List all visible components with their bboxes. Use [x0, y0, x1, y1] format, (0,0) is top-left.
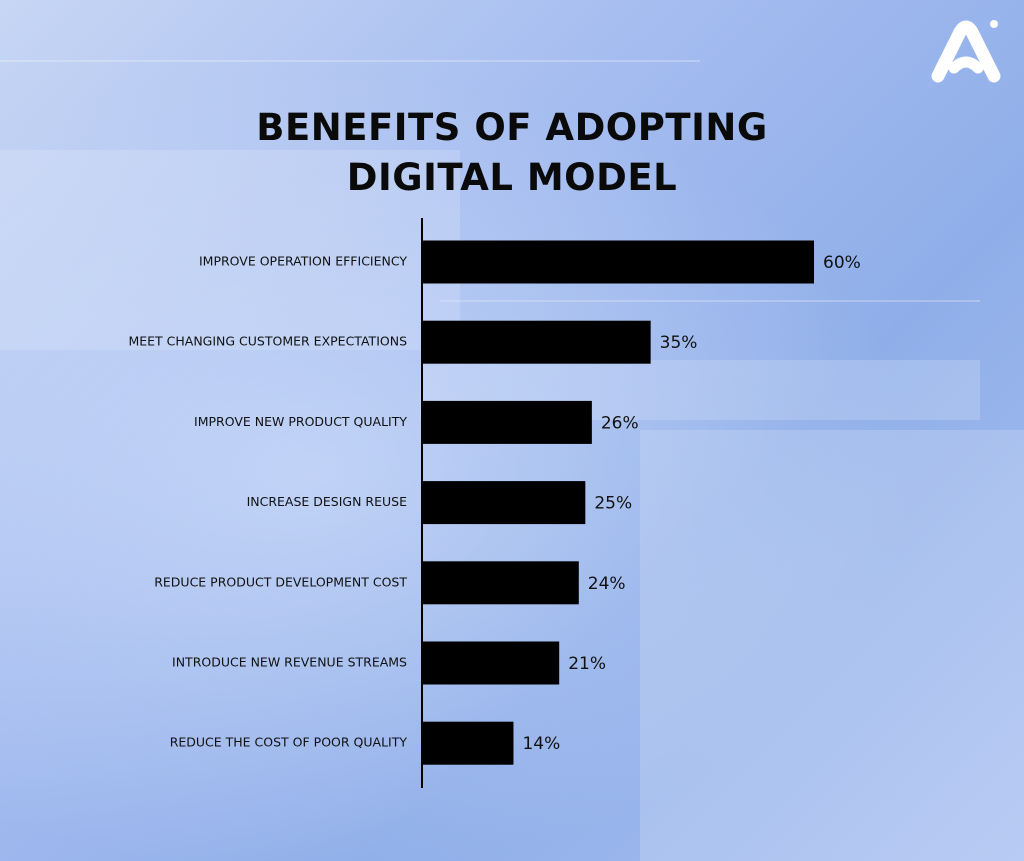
chart-title-line: BENEFITS OF ADOPTING [256, 106, 768, 149]
bar [422, 240, 814, 284]
bar [422, 641, 560, 685]
value-label: 21% [568, 654, 606, 674]
bar [422, 721, 514, 765]
bar [422, 481, 586, 525]
value-label: 25% [594, 494, 632, 514]
category-label: INTRODUCE NEW REVENUE STREAMS [172, 655, 407, 670]
value-label: 60% [823, 253, 861, 273]
category-label: INCREASE DESIGN REUSE [247, 494, 408, 509]
value-label: 14% [522, 734, 560, 754]
chart-title-line: DIGITAL MODEL [346, 156, 678, 199]
value-label: 24% [588, 574, 626, 594]
category-label: MEET CHANGING CUSTOMER EXPECTATIONS [128, 334, 407, 349]
category-label: IMPROVE NEW PRODUCT QUALITY [194, 414, 407, 429]
category-label: REDUCE THE COST OF POOR QUALITY [170, 735, 408, 750]
value-label: 26% [601, 413, 639, 433]
value-label: 35% [660, 333, 698, 353]
category-label: REDUCE PRODUCT DEVELOPMENT COST [154, 574, 407, 589]
bar [422, 400, 592, 444]
bar [422, 561, 579, 605]
category-label: IMPROVE OPERATION EFFICIENCY [199, 254, 407, 269]
bars-layer: IMPROVE OPERATION EFFICIENCY 60% MEET CHAN… [128, 240, 861, 765]
brand-logo-icon [931, 20, 1001, 83]
chart-title: BENEFITS OF ADOPTING DIGITAL MODEL [0, 103, 1024, 203]
bar [422, 320, 651, 364]
